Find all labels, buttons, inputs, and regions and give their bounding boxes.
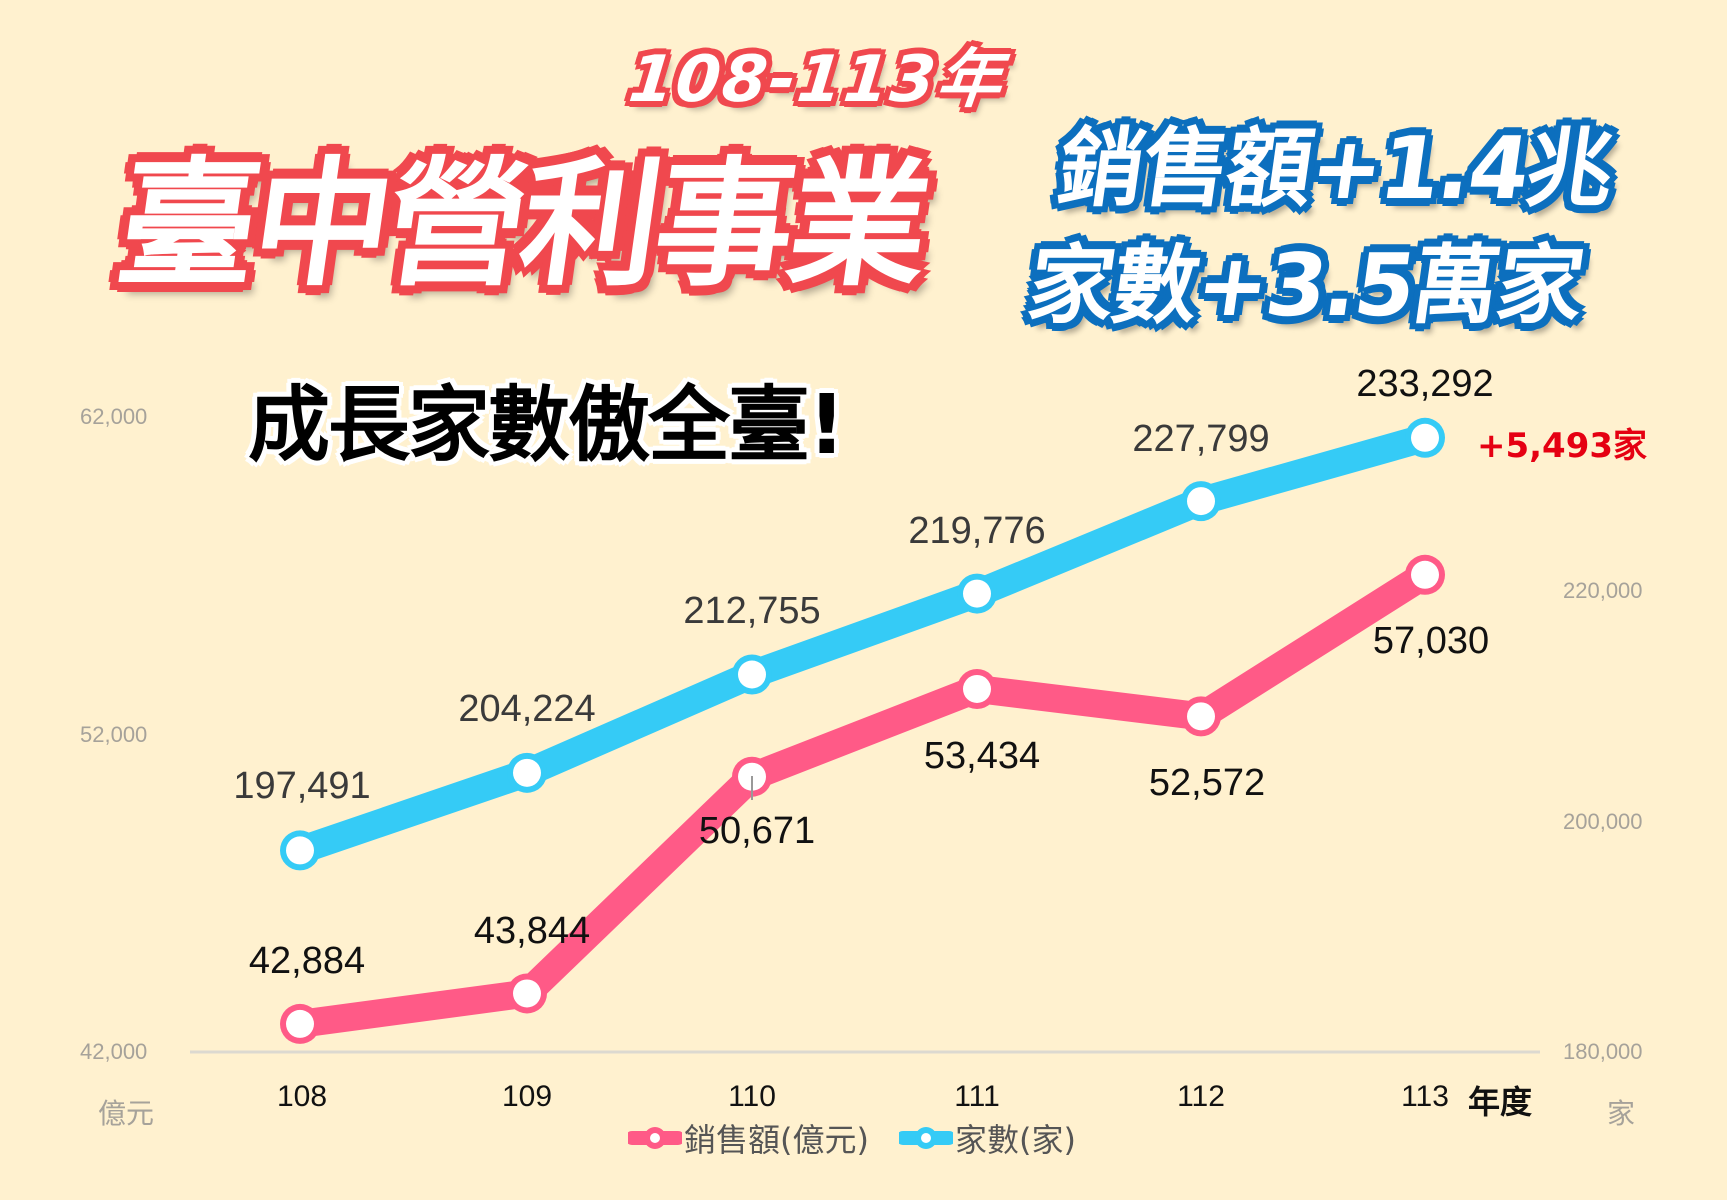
left-axis-tick: 62,000 <box>80 404 148 429</box>
legend-label-households: 家數(家) <box>954 1121 1076 1159</box>
data-label-sales: 50,671 <box>698 810 816 852</box>
data-label-sales: 42,884 <box>248 940 366 982</box>
data-label-households: 233,292 <box>1356 363 1494 405</box>
left-axis-tick: 52,000 <box>80 722 148 747</box>
left-axis-tick: 42,000 <box>80 1039 148 1064</box>
data-label-sales: 52,572 <box>1148 762 1266 804</box>
slogan: 成長家數傲全臺! <box>248 378 845 473</box>
right-axis-unit: 家 <box>1607 1097 1636 1130</box>
data-label-sales: 43,844 <box>473 910 591 952</box>
x-tick: 112 <box>1177 1080 1225 1113</box>
right-axis-tick: 200,000 <box>1563 809 1643 834</box>
data-label-sales: 53,434 <box>923 735 1041 777</box>
right-axis-tick: 180,000 <box>1563 1039 1643 1064</box>
right-axis-tick: 220,000 <box>1563 578 1643 603</box>
households-series <box>280 417 1445 871</box>
legend-item-sales[interactable]: 銷售額(億元) <box>628 1115 869 1161</box>
sales-legend-marker-icon <box>628 1127 682 1149</box>
data-label-households: 204,224 <box>458 688 596 730</box>
legend-label-sales: 銷售額(億元) <box>684 1121 869 1159</box>
x-tick: 110 <box>728 1080 776 1113</box>
data-label-households: 197,491 <box>233 765 371 807</box>
x-tick: 111 <box>954 1080 1000 1113</box>
chart-legend: 銷售額(億元) 家數(家) <box>628 1115 1076 1161</box>
data-label-sales: 57,030 <box>1372 620 1490 662</box>
x-tick: 108 <box>276 1080 328 1113</box>
data-label-households: 219,776 <box>908 510 1046 552</box>
left-axis-unit: 億元 <box>98 1097 155 1130</box>
data-label-households: 212,755 <box>683 590 821 632</box>
data-label-households: 227,799 <box>1132 418 1270 460</box>
x-axis-title: 年度 <box>1468 1083 1533 1121</box>
x-tick: 113 <box>1401 1080 1449 1113</box>
legend-item-households[interactable]: 家數(家) <box>898 1115 1076 1161</box>
x-tick: 109 <box>501 1080 553 1113</box>
household-increase-annotation: +5,493家 <box>1477 426 1648 466</box>
households-legend-marker-icon <box>898 1127 953 1149</box>
